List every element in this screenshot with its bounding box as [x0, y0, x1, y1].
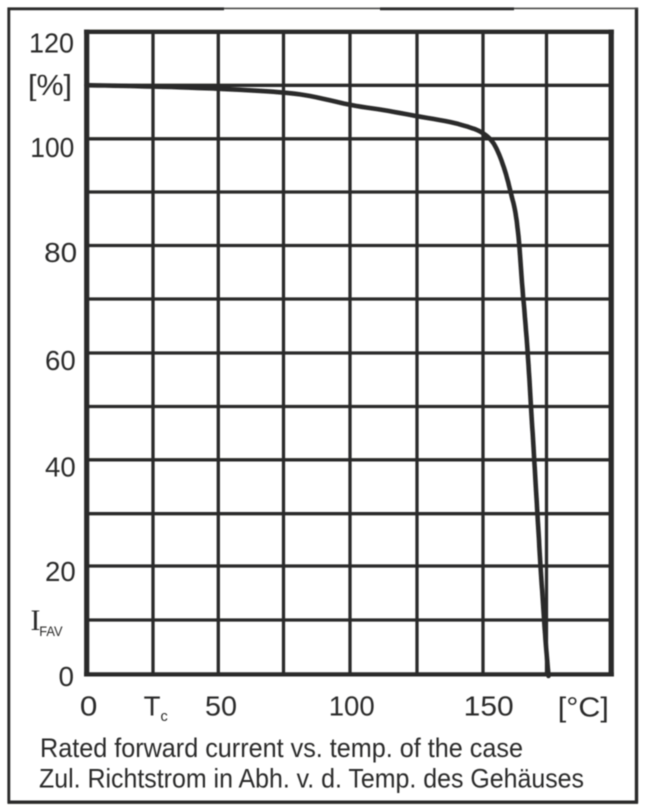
svg-text:100: 100: [329, 690, 375, 721]
svg-text:c: c: [161, 709, 168, 725]
svg-text:20: 20: [45, 556, 76, 587]
svg-text:Zul. Richtstrom in Abh. v. d.: Zul. Richtstrom in Abh. v. d. Temp. des …: [39, 763, 584, 793]
svg-text:0: 0: [80, 690, 98, 721]
svg-text:[°C]: [°C]: [558, 692, 609, 723]
svg-text:I: I: [31, 605, 41, 637]
svg-text:150: 150: [464, 690, 514, 721]
svg-text:60: 60: [45, 345, 76, 376]
svg-text:50: 50: [205, 690, 237, 721]
svg-text:0: 0: [59, 661, 75, 692]
svg-text:120: 120: [29, 28, 74, 59]
svg-text:T: T: [144, 690, 161, 721]
svg-text:80: 80: [44, 237, 77, 268]
svg-text:40: 40: [45, 451, 76, 482]
svg-text:FAV: FAV: [39, 624, 62, 639]
svg-text:100: 100: [30, 132, 74, 163]
svg-text:Rated forward current vs. temp: Rated forward current vs. temp. of the c…: [40, 733, 523, 763]
svg-text:[%]: [%]: [28, 70, 72, 102]
